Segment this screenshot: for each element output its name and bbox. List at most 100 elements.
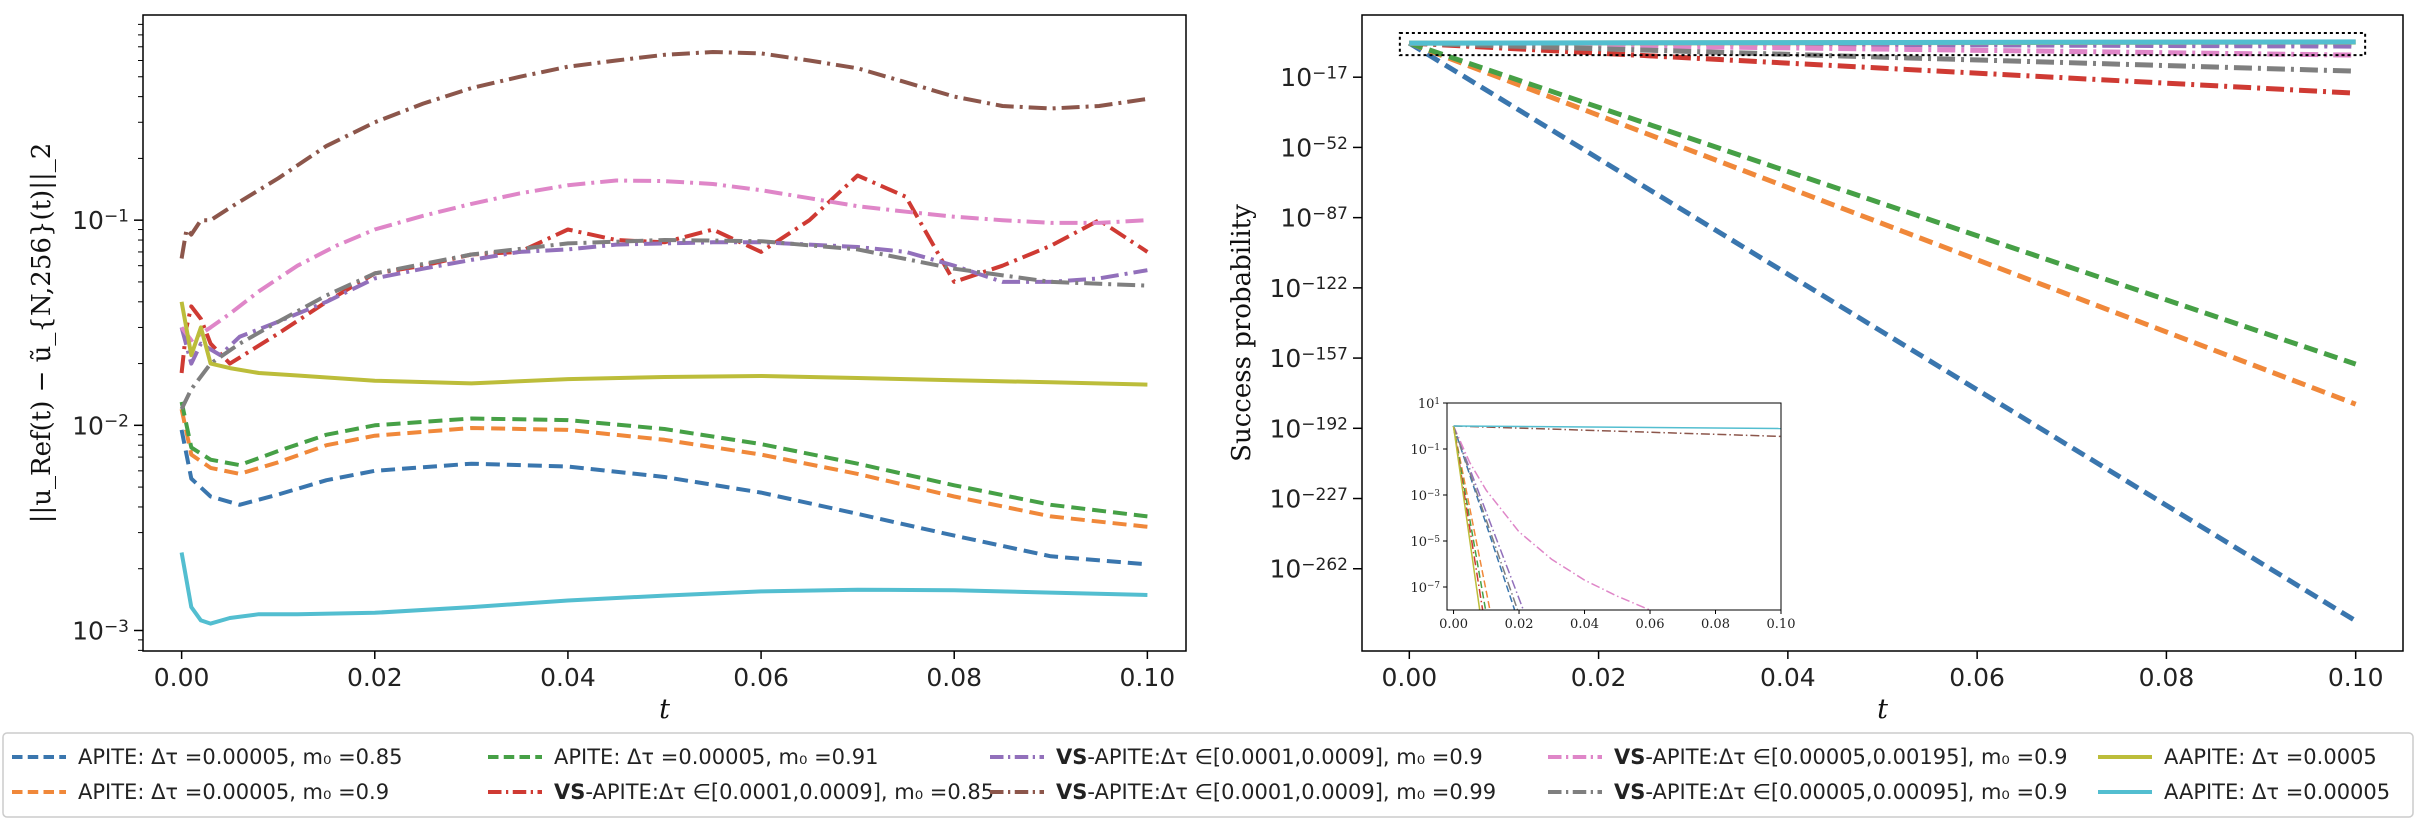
- right-series-s2: [1408, 40, 2357, 407]
- left-ytick-label-base: 10: [72, 616, 104, 645]
- legend-label: VS-APITE:Δτ ∈[0.0001,0.0009], m₀ =0.85: [554, 780, 994, 804]
- inset-xtick-label: 0.02: [1505, 617, 1534, 632]
- left-series-s10: [179, 552, 1148, 626]
- legend-label: AAPITE: Δτ =0.00005: [2164, 780, 2390, 804]
- legend-item-s4: VS-APITE:Δτ ∈[0.0001,0.0009], m₀ =0.85: [488, 780, 994, 804]
- inset-ytick-label-exponent: −1: [1427, 443, 1440, 453]
- left-series-s9: [179, 301, 1148, 387]
- left-ytick-label-base: 10: [72, 206, 104, 235]
- right-series-s3: [1408, 40, 2357, 367]
- inset-xtick-label: 0.06: [1636, 617, 1665, 632]
- right-xtick-label: 0.06: [1949, 663, 2005, 692]
- inset-xtick-label: 0.08: [1701, 617, 1730, 632]
- right-xlabel: t: [1877, 694, 1888, 725]
- inset-ytick-label-base: 10: [1410, 489, 1427, 504]
- legend-label: AAPITE: Δτ =0.0005: [2164, 745, 2377, 769]
- right-ytick-label-exponent: −192: [1301, 415, 1348, 435]
- inset: 0.00 0.02 0.04 0.06 0.08 0.1010110−110−310−51…: [1410, 397, 1796, 632]
- left-plot-frame: [142, 14, 1187, 652]
- inset-ytick-label-exponent: −3: [1427, 489, 1440, 499]
- inset-series-s2: [1452, 425, 1491, 610]
- legend-label-bold: VS: [1614, 745, 1645, 769]
- right-ytick-label-exponent: −52: [1312, 134, 1348, 154]
- right-ytick-label-exponent: −17: [1312, 64, 1348, 84]
- inset-series-s7: [1452, 425, 1652, 610]
- inset-ytick-label-base: 10: [1418, 397, 1435, 412]
- inset-ytick-label: 10−7: [1410, 581, 1440, 596]
- right-series-s4: [1409, 40, 2356, 96]
- legend-label-bold: VS: [1056, 745, 1087, 769]
- right-ytick-label: 10−17: [1280, 63, 1348, 92]
- left-ytick-label-base: 10: [72, 411, 104, 440]
- right-xtick-label: 0.00: [1381, 663, 1437, 692]
- left-ytick-label-exponent: −1: [104, 207, 129, 227]
- right-plot-frame: [1361, 14, 2404, 652]
- left-ytick-label: 10−3: [72, 616, 129, 645]
- inset-series-s9: [1452, 425, 1481, 610]
- left-series-s4: [179, 173, 1149, 374]
- right-ytick-label-base: 10: [1269, 485, 1301, 514]
- left-series-s2: [179, 408, 1148, 529]
- legend-label-text: -APITE:Δτ ∈[0.00005,0.00095], m₀ =0.9: [1645, 780, 2067, 804]
- right-ytick-label: 10−192: [1269, 414, 1348, 443]
- right-ytick-label: 10−227: [1269, 485, 1348, 514]
- inset-ytick-label-base: 10: [1410, 535, 1427, 550]
- left-series-s6: [179, 240, 1148, 366]
- right-ytick-label-base: 10: [1280, 133, 1312, 162]
- inset-ytick-label: 10−3: [1410, 489, 1440, 504]
- legend-label: VS-APITE:Δτ ∈[0.00005,0.00095], m₀ =0.9: [1614, 780, 2068, 804]
- right-ytick-label-base: 10: [1269, 555, 1301, 584]
- legend-label-text: APITE: Δτ =0.00005, m₀ =0.9: [78, 780, 389, 804]
- left-series-s5: [179, 50, 1148, 259]
- legend-label-text: -APITE:Δτ ∈[0.0001,0.0009], m₀ =0.85: [585, 780, 994, 804]
- left-panel: 0.00 0.02 0.04 0.06 0.08 0.1010−310−210−1t||u…: [27, 14, 1187, 725]
- left-ytick-label-exponent: −3: [104, 617, 129, 637]
- legend-item-s3: APITE: Δτ =0.00005, m₀ =0.91: [488, 745, 878, 769]
- right-series-s1: [1407, 40, 2358, 624]
- right-ytick-label-base: 10: [1269, 274, 1301, 303]
- right-xtick-label: 0.08: [2139, 663, 2195, 692]
- left-xtick-label: 0.00: [154, 663, 210, 692]
- right-ytick-label-base: 10: [1280, 63, 1312, 92]
- legend-label-bold: VS: [1056, 780, 1087, 804]
- inset-series-s6: [1452, 425, 1525, 610]
- legend-item-s6: VS-APITE:Δτ ∈[0.0001,0.0009], m₀ =0.9: [990, 745, 1483, 769]
- inset-ytick-label-base: 10: [1410, 443, 1427, 458]
- legend-label: APITE: Δτ =0.00005, m₀ =0.85: [78, 745, 402, 769]
- legend-label: VS-APITE:Δτ ∈[0.0001,0.0009], m₀ =0.99: [1056, 780, 1496, 804]
- inset-lines: [1452, 425, 1781, 610]
- left-series-s1: [179, 429, 1148, 567]
- left-ylabel: ||u_Ref(t) − ũ_{N,256}(t)||_2: [27, 143, 57, 524]
- right-series-s8: [1409, 40, 2356, 74]
- legend-item-s9: AAPITE: Δτ =0.0005: [2098, 745, 2377, 769]
- legend-label: APITE: Δτ =0.00005, m₀ =0.9: [78, 780, 389, 804]
- left-ytick-label: 10−2: [72, 411, 129, 440]
- right-ytick-label-exponent: −122: [1301, 274, 1348, 294]
- inset-series-s5: [1453, 425, 1781, 438]
- inset-xtick-label: 0.10: [1767, 617, 1796, 632]
- legend: APITE: Δτ =0.00005, m₀ =0.85 APITE: Δτ =0…: [2, 732, 2414, 818]
- right-ytick-label: 10−122: [1269, 274, 1348, 303]
- right-ytick-label: 10−52: [1280, 133, 1348, 162]
- left-series-s7: [180, 178, 1148, 343]
- inset-series-s8: [1452, 425, 1519, 610]
- left-xtick-label: 0.04: [540, 663, 596, 692]
- left-ytick-label-exponent: −2: [104, 412, 129, 432]
- right-ytick-label: 10−262: [1269, 555, 1348, 584]
- inset-xtick-label: 0.00: [1439, 617, 1468, 632]
- right-ytick-label-base: 10: [1269, 414, 1301, 443]
- right-ylabel: Success probability: [1227, 204, 1257, 462]
- legend-item-s1: APITE: Δτ =0.00005, m₀ =0.85: [12, 745, 402, 769]
- right-ytick-label-base: 10: [1269, 344, 1301, 373]
- legend-label-text: AAPITE: Δτ =0.0005: [2164, 745, 2377, 769]
- right-highlight-box: [1398, 32, 2367, 57]
- legend-label-text: -APITE:Δτ ∈[0.0001,0.0009], m₀ =0.99: [1087, 780, 1496, 804]
- legend-label-text: -APITE:Δτ ∈[0.00005,0.00195], m₀ =0.9: [1645, 745, 2067, 769]
- right-ytick-label-exponent: −227: [1301, 485, 1348, 505]
- inset-ytick-label-base: 10: [1410, 581, 1427, 596]
- right-panel: 0.00 0.02 0.04 0.06 0.08 0.1010−1710−5210−871…: [1227, 14, 2404, 725]
- right-xtick-label: 0.04: [1760, 663, 1816, 692]
- left-ytick-label: 10−1: [72, 206, 129, 235]
- right-ytick-label-base: 10: [1280, 204, 1312, 233]
- right-ytick-label-exponent: −87: [1312, 204, 1348, 224]
